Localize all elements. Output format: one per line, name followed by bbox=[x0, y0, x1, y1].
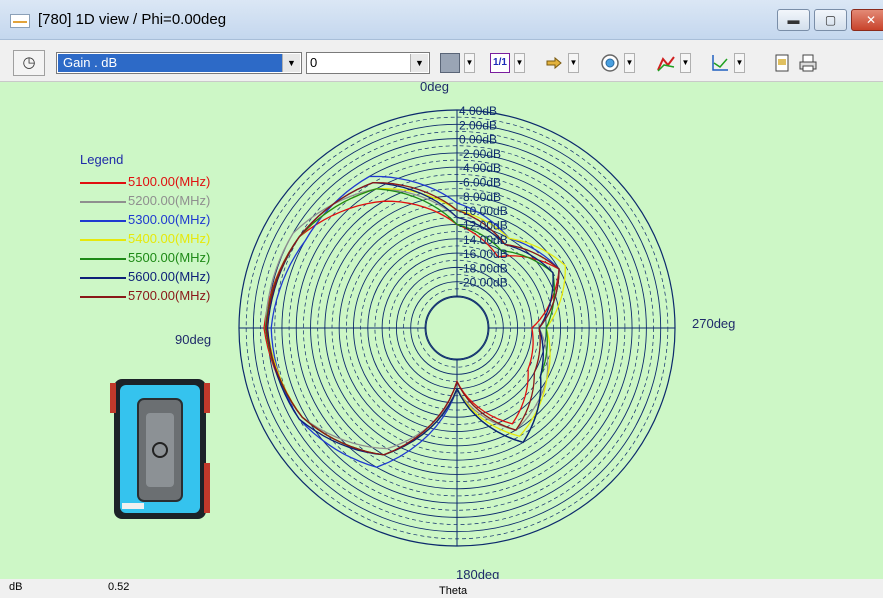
angle-label-180: 180deg bbox=[456, 567, 500, 579]
polar-mode-button[interactable]: ◷ bbox=[13, 50, 45, 76]
series-curve-4 bbox=[264, 188, 555, 456]
window-title: [780] 1D view / Phi=0.00deg bbox=[38, 11, 227, 28]
legend-item: 5400.00(MHz) bbox=[80, 231, 280, 249]
grid-center bbox=[425, 296, 489, 360]
legend-item: 5700.00(MHz) bbox=[80, 288, 280, 306]
legend-label: 5600.00(MHz) bbox=[128, 269, 211, 284]
status-bar: dB 0.52 Theta bbox=[0, 579, 883, 598]
app-icon bbox=[10, 14, 30, 28]
status-unit: dB bbox=[9, 581, 23, 593]
legend-label: 5700.00(MHz) bbox=[128, 288, 211, 303]
document-icon-graphic bbox=[775, 54, 789, 72]
series-curves bbox=[263, 175, 566, 468]
document-icon bbox=[772, 53, 792, 73]
legend-label: 5300.00(MHz) bbox=[128, 212, 211, 227]
legend-item: 5200.00(MHz) bbox=[80, 193, 280, 211]
legend-swatch bbox=[80, 296, 126, 298]
quantity-select[interactable]: Gain . dB ▼ bbox=[56, 52, 302, 74]
radial-tick-label: -6.00dB bbox=[459, 176, 501, 190]
quantity-dropdown-arrow[interactable]: ▼ bbox=[282, 54, 300, 72]
target-icon-graphic bbox=[601, 54, 619, 72]
device-bumper bbox=[110, 383, 116, 413]
legend-item: 5500.00(MHz) bbox=[80, 250, 280, 268]
legend-item: 5300.00(MHz) bbox=[80, 212, 280, 230]
radial-tick-label: -18.00dB bbox=[459, 261, 508, 275]
title-bar: [780] 1D view / Phi=0.00deg ▬ ▢ ✕ bbox=[0, 0, 883, 40]
polar-grid bbox=[238, 109, 676, 547]
axes-dropdown[interactable]: ▼ bbox=[734, 53, 745, 73]
pointer-icon-graphic bbox=[546, 56, 562, 70]
legend-item: 5600.00(MHz) bbox=[80, 269, 280, 287]
radial-tick-label: 0.00dB bbox=[459, 133, 497, 147]
legend-swatch bbox=[80, 201, 126, 203]
radial-tick-label: -2.00dB bbox=[459, 147, 501, 161]
legend-swatch bbox=[80, 182, 126, 184]
radial-tick-label: -14.00dB bbox=[459, 233, 508, 247]
device-bumper bbox=[204, 463, 210, 513]
quantity-select-value: Gain . dB bbox=[58, 54, 282, 72]
angle-label-270: 270deg bbox=[692, 316, 736, 331]
printer-icon-graphic bbox=[799, 54, 817, 72]
offset-select-value: 0 bbox=[310, 55, 318, 70]
view-mode-dropdown[interactable]: ▼ bbox=[464, 53, 475, 73]
status-value: 0.52 bbox=[108, 581, 130, 593]
legend-swatch bbox=[80, 258, 126, 260]
radial-tick-label: -16.00dB bbox=[459, 247, 508, 261]
toolbar: ◷ Gain . dB ▼ 0 ▼ ▼ 1/1 ▼ ▼ ▼ ▼ bbox=[0, 40, 883, 82]
device-slot bbox=[146, 413, 174, 487]
legend-label: 5500.00(MHz) bbox=[128, 250, 211, 265]
scale-icon: 1/1 bbox=[490, 53, 510, 73]
printer-icon bbox=[798, 53, 818, 73]
legend-swatch bbox=[80, 239, 126, 241]
series-curve-6 bbox=[265, 181, 560, 456]
legend-swatch bbox=[80, 220, 126, 222]
status-axis: Theta bbox=[439, 585, 468, 597]
radial-tick-label: -20.00dB bbox=[459, 276, 508, 290]
legend-label: 5400.00(MHz) bbox=[128, 231, 211, 246]
radial-tick-label: 4.00dB bbox=[459, 104, 497, 118]
view-mode-icon bbox=[440, 53, 460, 73]
pointer-icon bbox=[544, 53, 564, 73]
angle-label-90: 90deg bbox=[175, 332, 212, 347]
radial-tick-label: -4.00dB bbox=[459, 161, 501, 175]
legend-title: Legend bbox=[80, 152, 124, 167]
radial-tick-label: 2.00dB bbox=[459, 118, 497, 132]
close-button[interactable]: ✕ bbox=[851, 9, 883, 31]
series-curve-1 bbox=[264, 188, 560, 450]
device-thumbnail bbox=[110, 379, 210, 519]
target-icon bbox=[600, 53, 620, 73]
legend-label: 5200.00(MHz) bbox=[128, 193, 211, 208]
offset-dropdown-arrow[interactable]: ▼ bbox=[410, 54, 428, 72]
markers-dropdown[interactable]: ▼ bbox=[568, 53, 579, 73]
curve-icon-graphic bbox=[657, 56, 675, 72]
offset-select[interactable]: 0 ▼ bbox=[306, 52, 430, 74]
curve-icon bbox=[656, 53, 676, 73]
curve-style-dropdown[interactable]: ▼ bbox=[680, 53, 691, 73]
polar-chart: 4.00dB2.00dB0.00dB-2.00dB-4.00dB-6.00dB-… bbox=[238, 104, 676, 547]
device-label-plate bbox=[122, 503, 144, 509]
radial-tick-label: -10.00dB bbox=[459, 204, 508, 218]
axes-icon-graphic bbox=[712, 55, 728, 71]
target-dropdown[interactable]: ▼ bbox=[624, 53, 635, 73]
plot-area[interactable]: 4.00dB 2.00dB 0.00dB -2.00dB -4.00dB -6.00dB -… bbox=[0, 82, 883, 579]
device-bumper bbox=[204, 383, 210, 413]
legend-swatch bbox=[80, 277, 126, 279]
minimize-button[interactable]: ▬ bbox=[777, 9, 810, 31]
device-knob bbox=[152, 442, 168, 458]
radial-tick-label: -8.00dB bbox=[459, 190, 501, 204]
legend-label: 5100.00(MHz) bbox=[128, 174, 211, 189]
legend-item: 5100.00(MHz) bbox=[80, 174, 280, 192]
radial-tick-label: -12.00dB bbox=[459, 218, 508, 232]
scale-dropdown[interactable]: ▼ bbox=[514, 53, 525, 73]
maximize-button[interactable]: ▢ bbox=[814, 9, 847, 31]
radial-ticks: 4.00dB2.00dB0.00dB-2.00dB-4.00dB-6.00dB-… bbox=[459, 104, 508, 290]
axes-icon bbox=[710, 53, 730, 73]
angle-label-0: 0deg bbox=[420, 82, 449, 94]
